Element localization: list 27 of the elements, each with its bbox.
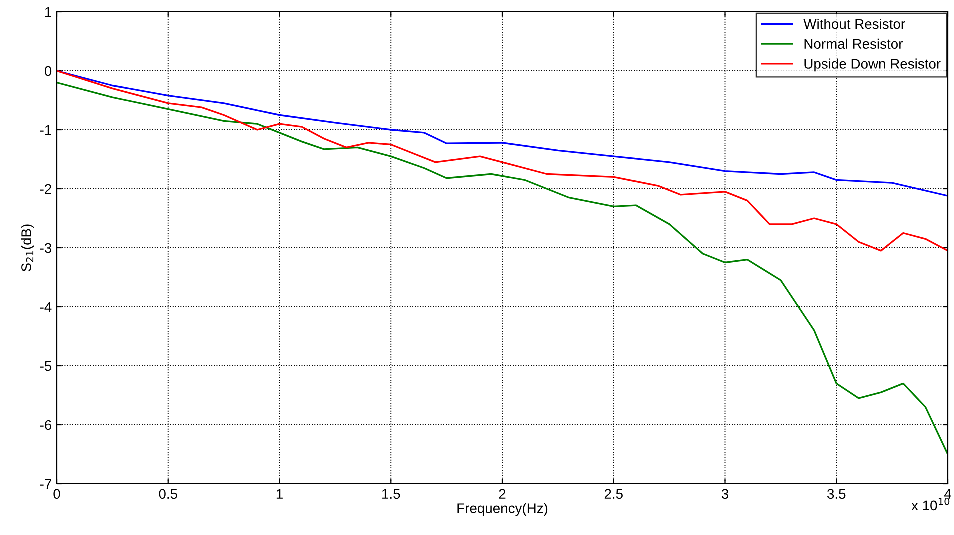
y-tick-label: -5 [40,361,52,372]
line-series [57,70,948,252]
legend-label: Without Resistor [804,18,906,30]
y-tick-label: 0 [44,66,52,76]
y-tick-label: -3 [40,243,52,254]
line-series [57,82,948,456]
x-tick-label: 0 [54,489,60,500]
y-tick-label: -1 [40,125,52,136]
y-axis-title: S$_{21}$(dB) [21,224,34,272]
x-tick-label: 4 [944,489,952,499]
x-tick-label: 2.5 [604,489,623,500]
x-axis-title: Frequency(Hz) [458,503,548,516]
x-tick-label: 3 [722,489,728,500]
line-series [57,70,948,197]
text: x 10$^{10}$ [912,498,950,511]
x-tick-label: 1 [276,489,283,499]
y-tick-label: -6 [40,420,52,430]
y-tick-label: -7 [40,479,52,490]
x-tick-label: 3.5 [828,489,846,500]
y-tick-label: -4 [40,302,52,312]
x-tick-label: 1.5 [382,489,400,500]
y-tick-label: 1 [45,7,52,18]
legend-label: Normal Resistor [804,38,903,50]
x-tick-label: 0.5 [159,489,178,500]
y-tick-label: -2 [40,184,52,194]
x-tick-label: 2 [499,489,506,499]
legend-label: Upside Down Resistor [804,58,941,72]
